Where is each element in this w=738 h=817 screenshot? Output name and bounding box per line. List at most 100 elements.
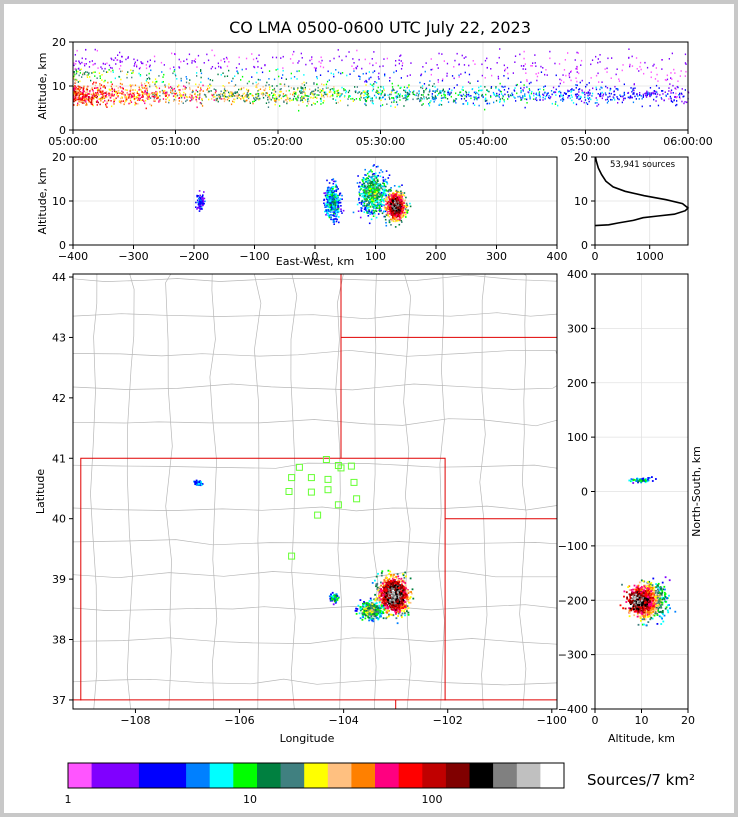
data-mark	[302, 89, 305, 92]
data-mark	[104, 92, 107, 94]
data-mark	[368, 78, 370, 81]
data-mark	[139, 94, 141, 96]
data-mark	[372, 200, 374, 203]
data-mark	[111, 95, 113, 97]
data-mark	[312, 102, 315, 104]
data-mark	[364, 90, 366, 93]
data-mark	[364, 80, 366, 83]
data-mark	[163, 92, 166, 95]
data-mark	[620, 95, 622, 98]
data-mark	[300, 92, 302, 94]
data-mark	[94, 62, 96, 65]
data-mark	[172, 95, 175, 97]
data-mark	[573, 89, 575, 91]
data-mark	[77, 91, 80, 94]
data-mark	[302, 87, 304, 90]
data-mark	[91, 94, 94, 97]
data-mark	[646, 66, 649, 69]
data-mark	[278, 95, 280, 98]
data-mark	[292, 93, 294, 96]
data-mark	[257, 95, 259, 98]
data-mark	[374, 579, 376, 582]
data-mark	[366, 193, 369, 195]
data-mark	[308, 100, 310, 102]
data-mark	[379, 202, 381, 205]
data-mark	[388, 205, 390, 207]
data-mark	[85, 101, 87, 103]
data-mark	[394, 600, 397, 603]
data-mark	[367, 177, 369, 180]
county-border	[126, 273, 135, 710]
data-mark	[174, 73, 176, 76]
data-mark	[182, 94, 184, 96]
data-mark	[119, 51, 121, 54]
data-mark	[104, 100, 106, 102]
data-mark	[366, 196, 369, 198]
data-mark	[369, 197, 371, 199]
data-mark	[657, 80, 659, 82]
data-mark	[85, 102, 88, 105]
data-mark	[390, 211, 392, 213]
data-mark	[73, 71, 75, 73]
x-tick-label: 300	[486, 250, 507, 263]
data-mark	[600, 92, 602, 95]
data-mark	[327, 214, 329, 217]
data-mark	[327, 212, 329, 215]
data-mark	[115, 97, 117, 100]
county-border	[72, 274, 558, 282]
data-mark	[351, 65, 353, 67]
data-mark	[391, 195, 394, 197]
data-mark	[334, 204, 337, 207]
data-mark	[110, 88, 112, 91]
data-mark	[501, 97, 504, 100]
data-mark	[399, 96, 401, 98]
data-mark	[673, 99, 675, 102]
data-mark	[368, 203, 370, 205]
data-mark	[601, 81, 603, 83]
data-mark	[398, 62, 400, 65]
data-mark	[314, 103, 316, 105]
data-mark	[632, 89, 635, 91]
x-tick-label: −100	[239, 250, 269, 263]
data-mark	[248, 80, 250, 83]
data-mark	[215, 98, 217, 100]
data-mark	[394, 64, 397, 67]
data-mark	[498, 96, 500, 98]
data-mark	[113, 59, 115, 61]
figure-title: CO LMA 0500-0600 UTC July 22, 2023	[229, 18, 531, 37]
data-mark	[86, 71, 89, 74]
data-mark	[73, 87, 75, 89]
data-mark	[230, 91, 232, 93]
data-mark	[523, 50, 525, 53]
data-mark	[82, 91, 84, 94]
data-mark	[379, 183, 382, 186]
data-mark	[392, 574, 394, 577]
data-mark	[211, 79, 214, 82]
data-mark	[396, 622, 399, 625]
data-mark	[329, 202, 332, 204]
data-mark	[397, 208, 400, 211]
data-mark	[287, 97, 289, 99]
data-mark	[106, 106, 108, 108]
data-mark	[372, 196, 374, 199]
data-mark	[197, 54, 200, 57]
data-mark	[199, 92, 201, 95]
data-mark	[267, 106, 270, 108]
data-mark	[629, 95, 632, 97]
data-mark	[386, 207, 388, 210]
data-mark	[539, 95, 541, 98]
data-mark	[381, 188, 384, 191]
data-mark	[623, 97, 625, 100]
data-mark	[524, 95, 526, 97]
data-mark	[409, 601, 412, 604]
data-mark	[383, 200, 385, 203]
data-mark	[401, 594, 403, 597]
data-mark	[374, 196, 376, 198]
data-mark	[113, 90, 116, 92]
data-mark	[168, 99, 170, 102]
data-mark	[378, 189, 381, 191]
data-mark	[399, 211, 401, 213]
data-mark	[299, 90, 301, 93]
data-mark	[554, 62, 556, 65]
data-mark	[430, 100, 432, 102]
